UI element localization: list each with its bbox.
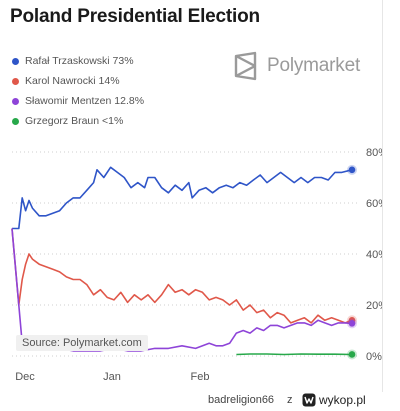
wykop-logo-icon bbox=[302, 393, 316, 407]
series-end-point-3 bbox=[348, 351, 356, 358]
series-line-1 bbox=[11, 228, 353, 324]
footer-site-name: wykop.pl bbox=[319, 393, 366, 407]
legend-item-nawrocki: Karol Nawrocki 14% bbox=[12, 71, 144, 91]
legend-label: Karol Nawrocki 14% bbox=[25, 75, 120, 87]
legend-label: Sławomir Mentzen 12.8% bbox=[25, 95, 145, 107]
line-chart: 0% 20% 40% 60% 80% Dec Jan Feb bbox=[11, 147, 382, 383]
polymarket-logo: Polymarket bbox=[231, 51, 360, 81]
series-end-point-2 bbox=[348, 320, 356, 327]
series-line-0 bbox=[12, 166, 353, 230]
y-tick-label: 40% bbox=[366, 249, 382, 261]
series-line-3 bbox=[236, 353, 353, 356]
wykop-logo[interactable]: wykop.pl bbox=[302, 393, 366, 407]
x-tick-label: Feb bbox=[191, 371, 210, 383]
legend-dot-icon bbox=[12, 97, 19, 105]
legend-item-mentzen: Sławomir Mentzen 12.8% bbox=[12, 91, 144, 111]
footer-username[interactable]: badreligion66 bbox=[208, 394, 275, 406]
legend-dot-icon bbox=[12, 117, 19, 125]
x-tick-label: Dec bbox=[15, 371, 35, 383]
legend-dot-icon bbox=[12, 57, 19, 65]
y-tick-label: 60% bbox=[366, 198, 382, 210]
chart-title: Poland Presidential Election bbox=[10, 6, 260, 27]
y-tick-label: 0% bbox=[366, 351, 382, 363]
legend-item-braun: Grzegorz Braun <1% bbox=[12, 111, 144, 131]
series-end-point-0 bbox=[348, 166, 356, 174]
source-label: Source: Polymarket.com bbox=[16, 335, 148, 351]
chart-card: 0% 20% 40% 60% 80% Dec Jan Feb Poland President… bbox=[10, 0, 383, 392]
polymarket-logo-text: Polymarket bbox=[267, 55, 361, 76]
polymarket-logo-icon bbox=[234, 51, 257, 81]
legend-label: Grzegorz Braun <1% bbox=[25, 115, 124, 127]
footer-bar: badreligion66 z wykop.pl bbox=[0, 392, 400, 411]
legend: Rafał Trzaskowski 73% Karol Nawrocki 14%… bbox=[12, 51, 144, 131]
x-tick-label: Jan bbox=[103, 371, 121, 383]
legend-dot-icon bbox=[12, 77, 19, 85]
y-tick-label: 20% bbox=[366, 300, 382, 312]
y-tick-label: 80% bbox=[366, 147, 382, 159]
legend-label: Rafał Trzaskowski 73% bbox=[25, 55, 134, 67]
legend-item-trzaskowski: Rafał Trzaskowski 73% bbox=[12, 51, 144, 71]
footer-separator: z bbox=[287, 394, 293, 406]
